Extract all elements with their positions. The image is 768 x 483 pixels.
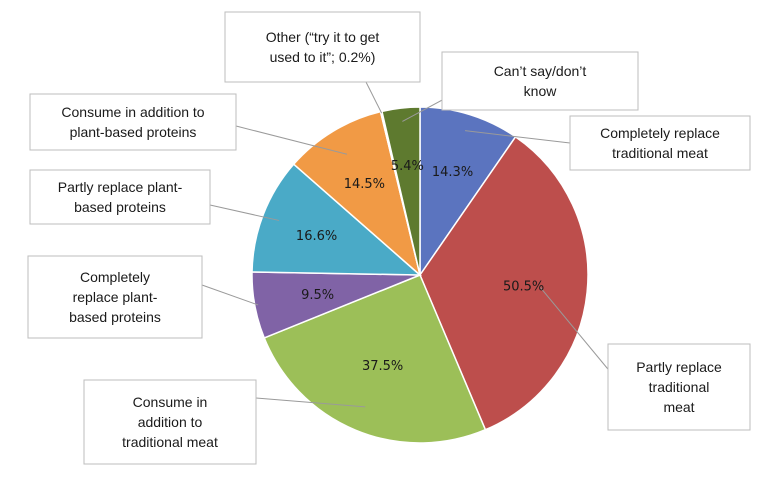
callout-text-line: Partly replace plant-: [58, 179, 183, 195]
callout-1: Completely replace traditional meat: [569, 115, 751, 171]
callout-text-line: Completely replace: [600, 125, 720, 141]
callout-box-3: [83, 379, 257, 465]
callout-leader-2: [539, 287, 613, 375]
pie-slice-1: [419, 106, 517, 278]
callout-box-1: [569, 115, 751, 171]
callout-text-line: Partly replace: [636, 359, 722, 375]
callout-leader-7: [365, 81, 383, 114]
callout-5: Partly replace plant-based proteins: [29, 169, 211, 225]
callout-box-7: [224, 11, 421, 83]
slice-value-label-8: 5.4%: [391, 159, 424, 174]
callout-text-line: Consume in addition to: [61, 104, 204, 120]
slice-value-label-1: 14.3%: [432, 165, 473, 180]
pie-slice-3: [263, 274, 487, 444]
slice-value-label-3: 37.5%: [362, 359, 403, 374]
callout-6: Consume in addition to plant-based protei…: [29, 93, 237, 151]
callout-leader-5: [209, 204, 280, 221]
pie-slice-5: [251, 163, 423, 276]
pie-slice-8: [381, 106, 421, 276]
callout-text-line: traditional meat: [612, 145, 708, 161]
slice-value-labels: 14.3% 50.5% 37.5% 9.5% 16.6% 14.5% 5.4%: [296, 159, 544, 374]
callout-leader-6: [235, 125, 348, 155]
callout-text-line: used to it”; 0.2%): [270, 49, 376, 65]
callout-2: Partly replace traditional meat: [607, 343, 751, 431]
callout-box-8: [441, 51, 639, 111]
callout-text-line: traditional meat: [122, 434, 218, 450]
slice-value-label-2: 50.5%: [503, 280, 544, 295]
callout-4: Completely replace plant-based proteins: [27, 255, 203, 339]
callout-text-line: based proteins: [74, 199, 166, 215]
callout-text-line: Other (“try it to get: [266, 29, 380, 45]
callout-text-line: traditional: [649, 379, 710, 395]
callout-text-line: replace plant-: [73, 289, 158, 305]
callout-3: Consume in addition to traditional meat: [83, 379, 257, 465]
callout-leader-3: [255, 397, 366, 408]
pie-slices: [251, 106, 589, 444]
callout-8: Can’t say/don’t know: [441, 51, 639, 111]
callout-text-line: addition to: [138, 414, 203, 430]
callout-box-5: [29, 169, 211, 225]
callout-text-line: plant-based proteins: [70, 124, 197, 140]
callout-text-line: Completely: [80, 269, 150, 285]
callout-text-line: Can’t say/don’t: [494, 63, 587, 79]
slice-value-label-5: 16.6%: [296, 229, 337, 244]
callout-box-4: [27, 255, 203, 339]
callout-leader-1: [464, 130, 571, 144]
callout-text-line: Consume in: [133, 394, 208, 410]
pie-slice-2: [419, 135, 589, 431]
callout-box-6: [29, 93, 237, 151]
pie-slice-6: [292, 110, 422, 278]
callout-text-line: meat: [663, 399, 694, 415]
slice-value-label-4: 9.5%: [301, 288, 334, 303]
callout-text-line: know: [524, 83, 558, 99]
callout-leader-4: [201, 284, 259, 306]
callout-text-line: based proteins: [69, 309, 161, 325]
callout-box-2: [607, 343, 751, 431]
callout-7: Other (“try it to get used to it”; 0.2%): [224, 11, 421, 83]
slice-value-label-6: 14.5%: [344, 177, 385, 192]
